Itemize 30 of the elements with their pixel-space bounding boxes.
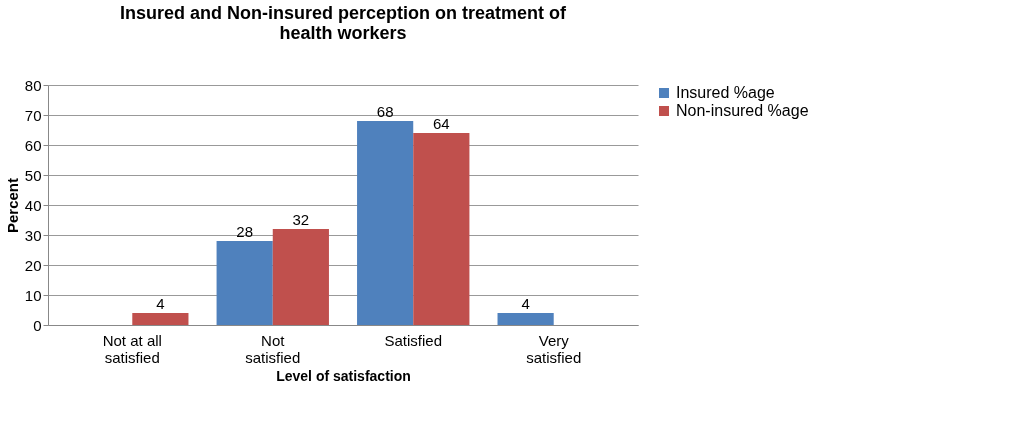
bar (497, 313, 554, 325)
y-tick-label: 30 (24, 226, 42, 244)
legend-label: Non-insured %age (676, 102, 809, 119)
y-tick-label: 50 (24, 166, 42, 184)
y-tick-label: 60 (24, 136, 42, 154)
data-label: 4 (156, 295, 165, 312)
data-label: 4 (521, 295, 530, 312)
data-label: 32 (292, 211, 310, 228)
bar (132, 313, 189, 325)
y-axis-title: Percent (3, 177, 21, 234)
data-label: 64 (432, 115, 450, 132)
bar (413, 133, 470, 325)
y-tick-label: 70 (24, 106, 42, 124)
y-tick-label: 10 (24, 286, 42, 304)
x-axis-title: Level of satisfaction (276, 367, 411, 384)
legend-label: Insured %age (676, 84, 775, 101)
x-tick-label: Very satisfied (526, 331, 582, 366)
x-tick-label: Not at all satisfied (102, 331, 162, 366)
bar (357, 121, 414, 325)
bar (272, 229, 329, 325)
x-tick-label: Not satisfied (245, 331, 301, 366)
bar (216, 241, 273, 325)
data-label: 28 (236, 223, 254, 240)
y-tick-label: 20 (24, 256, 42, 274)
y-tick-label: 40 (24, 196, 42, 214)
y-tick-label: 80 (24, 76, 42, 94)
chart-title: Insured and Non-insured perception on treatment of health workers (119, 3, 568, 43)
data-label: 68 (376, 103, 394, 120)
x-tick-label: Satisfied (384, 331, 443, 349)
y-tick-label: 0 (33, 316, 42, 334)
